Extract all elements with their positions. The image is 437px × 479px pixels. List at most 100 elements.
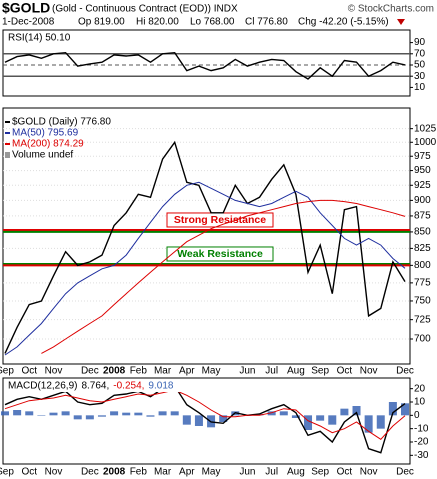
histogram-bar	[13, 410, 22, 416]
x-tick-label: Dec	[81, 467, 99, 478]
price-frame	[2, 107, 411, 365]
x-tick-label: Mar	[154, 467, 172, 478]
x-tick-label: Oct	[21, 366, 37, 377]
annotation-box	[166, 246, 274, 262]
legend-title: MACD(12,26,9)	[8, 381, 77, 392]
histogram-bar	[146, 415, 155, 417]
rsi-frame	[2, 29, 411, 97]
y-tick-label: 800	[414, 260, 431, 271]
histogram-bar	[364, 415, 373, 433]
annotation: Weak Resistance	[177, 248, 263, 260]
legend-swatch	[5, 152, 10, 158]
legend-entry: -0.254,	[113, 381, 144, 392]
series-line	[4, 51, 406, 80]
series-line	[4, 140, 406, 354]
x-tick-label: Nov	[360, 467, 378, 478]
legend-bg	[5, 380, 235, 392]
histogram-bar	[158, 411, 167, 416]
y-tick-label: 850	[414, 227, 431, 238]
histogram-bar	[73, 415, 82, 420]
macd-frame	[2, 377, 411, 465]
quote-change: Chg -42.20 (-5.15%)	[298, 17, 389, 28]
y-tick-label: 950	[414, 165, 431, 176]
histogram-bar	[170, 411, 179, 416]
legend-entry: MA(50) 795.69	[12, 128, 79, 139]
legend-entry: MA(200) 874.29	[12, 139, 84, 150]
y-tick-label: 700	[414, 334, 431, 345]
x-tick-label: 2008	[103, 366, 126, 377]
y-tick-label: 0	[414, 410, 420, 421]
x-tick-label: Mar	[154, 366, 172, 377]
y-tick-label: 900	[414, 195, 431, 206]
histogram-bar	[352, 406, 361, 416]
histogram-bar	[267, 411, 276, 416]
y-tick-label: 90	[414, 37, 426, 48]
quote-high: Hi 820.00	[136, 17, 179, 28]
histogram-bar	[279, 411, 288, 416]
x-tick-label: Nov	[360, 366, 378, 377]
histogram-bar	[61, 411, 70, 416]
histogram-bar	[328, 415, 337, 425]
legend-entry: Volume undef	[12, 150, 73, 161]
series-line	[4, 389, 406, 440]
x-tick-label: Oct	[337, 467, 353, 478]
annotation: Strong Resistance	[174, 214, 266, 226]
x-tick-label: Aug	[287, 467, 305, 478]
histogram-bar	[122, 412, 131, 416]
histogram-bar	[316, 415, 325, 421]
x-tick-label: 2008	[103, 467, 126, 478]
histogram-bar	[194, 415, 203, 426]
x-tick-label: Nov	[45, 467, 63, 478]
x-tick-label: Feb	[130, 366, 148, 377]
histogram-bar	[401, 403, 409, 416]
legend-entry: $GOLD (Daily) 776.80	[12, 117, 111, 128]
legend-entry: 9.018	[148, 381, 173, 392]
x-tick-label: Sep	[311, 467, 329, 478]
symbol: $GOLD	[2, 0, 50, 16]
histogram-bar	[304, 415, 313, 430]
x-tick-label: Sep	[0, 366, 14, 377]
y-tick-label: 775	[414, 278, 431, 289]
histogram-bar	[97, 415, 106, 417]
quote-low: Lo 768.00	[190, 17, 235, 28]
y-tick-label: 20	[414, 383, 426, 394]
x-tick-label: Jun	[239, 366, 255, 377]
y-tick-label: -30	[414, 450, 429, 461]
source: © StockCharts.com	[348, 4, 434, 15]
x-tick-label: Jul	[265, 366, 278, 377]
histogram-bar	[1, 411, 9, 416]
histogram-bar	[110, 411, 119, 416]
x-tick-label: Feb	[130, 467, 148, 478]
x-tick-label: Oct	[337, 366, 353, 377]
x-tick-label: May	[202, 366, 221, 377]
y-tick-label: 925	[414, 180, 431, 191]
x-tick-label: Jun	[239, 467, 255, 478]
y-tick-label: 10	[414, 397, 426, 408]
x-tick-label: Dec	[396, 366, 414, 377]
y-tick-label: 50	[414, 60, 426, 71]
legend-bg	[5, 32, 97, 44]
y-tick-label: 975	[414, 151, 431, 162]
y-tick-label: 750	[414, 296, 431, 307]
y-tick-label: -20	[414, 437, 429, 448]
histogram-bar	[182, 415, 191, 425]
series-line	[41, 199, 406, 354]
instrument-name: (Gold - Continuous Contract (EOD)) INDX	[52, 4, 238, 15]
series-line	[4, 181, 406, 356]
legend-entry: RSI(14) 50.10	[8, 33, 71, 44]
x-tick-label: Sep	[311, 366, 329, 377]
histogram-bar	[85, 415, 94, 420]
x-tick-label: Apr	[179, 366, 195, 377]
y-tick-label: -10	[414, 423, 429, 434]
histogram-bar	[340, 408, 349, 416]
histogram-bar	[37, 415, 46, 416]
histogram-bar	[388, 402, 397, 416]
x-tick-label: Sep	[0, 467, 14, 478]
x-tick-label: Dec	[396, 467, 414, 478]
histogram-bar	[25, 411, 34, 416]
quote-close: Cl 776.80	[245, 17, 288, 28]
y-tick-label: 10	[414, 82, 426, 93]
histogram-bar	[134, 412, 143, 416]
